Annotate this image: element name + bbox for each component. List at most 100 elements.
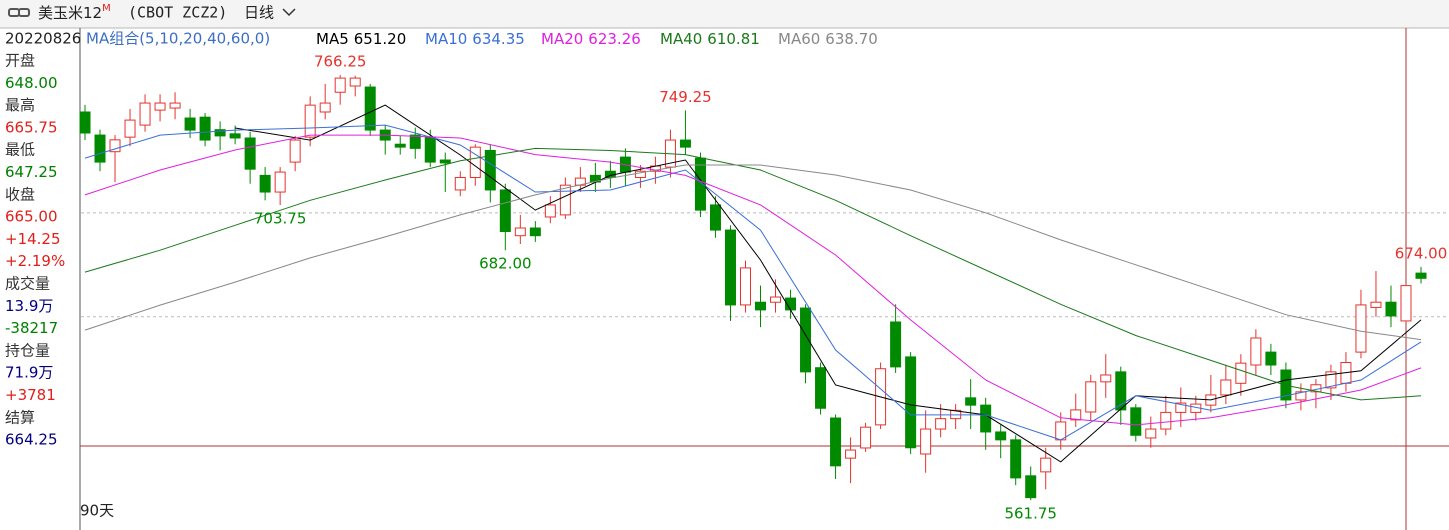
ma-line (84, 134, 1422, 426)
ma-legend-item: MA40 610.81 (660, 30, 760, 48)
price-annotation: 766.25 (314, 53, 367, 71)
candle-body (815, 367, 827, 409)
candle-body (544, 204, 556, 218)
candle-body (214, 129, 226, 137)
candle-body (965, 397, 977, 406)
info-item: +14.25 (5, 230, 61, 248)
candle-body (1055, 421, 1067, 441)
candle-body (800, 307, 812, 373)
candle-body (980, 404, 992, 433)
candle-body (1160, 411, 1172, 430)
info-item: 收盘 (5, 185, 35, 203)
info-item: 665.75 (5, 118, 58, 136)
candle-body (1085, 381, 1097, 413)
info-date: 20220826 (5, 30, 81, 48)
info-item: 成交量 (5, 275, 50, 293)
candle-body (274, 171, 286, 193)
candle-body (1130, 407, 1142, 436)
info-item: -38217 (5, 319, 58, 337)
candle-body (1070, 409, 1082, 421)
ma-legend-item: MA60 638.70 (778, 30, 878, 48)
candle-body (935, 418, 947, 430)
candle-body (1100, 374, 1112, 383)
header-bar (0, 0, 1449, 28)
candle-body (514, 227, 526, 237)
candle-body (724, 229, 736, 306)
candle-body (289, 139, 301, 163)
period-select[interactable]: 日线 (244, 4, 274, 22)
price-annotation: 682.00 (479, 255, 532, 273)
candle-body (154, 102, 166, 111)
span-label: 90天 (80, 502, 114, 520)
candle-body (1385, 301, 1397, 317)
candle-body (439, 159, 451, 164)
candle-body (1220, 379, 1232, 396)
ma-legend-title[interactable]: MA组合(5,10,20,40,60,0) (86, 30, 270, 48)
price-annotation: 703.75 (254, 210, 307, 228)
candle-body (94, 134, 106, 163)
ma-name: MA40 (660, 30, 702, 48)
candle-body (1265, 351, 1277, 366)
candle-body (199, 116, 211, 141)
ma-line (235, 104, 1422, 463)
info-item: 648.00 (5, 74, 58, 92)
symbol-code: (CBOT ZCZ2) (128, 4, 227, 22)
candle-body (409, 134, 421, 149)
candle-body (755, 301, 767, 311)
candle-body (499, 189, 511, 233)
ma-value: 634.35 (472, 30, 525, 48)
candle-body (424, 136, 436, 163)
link-icon[interactable] (8, 8, 30, 17)
candle-body (364, 86, 376, 131)
price-annotation: 749.25 (659, 88, 712, 106)
candle-body (184, 117, 196, 131)
ma-line (84, 164, 1422, 341)
candle-body (229, 133, 241, 139)
candle-body (334, 77, 346, 93)
candle-body (454, 176, 466, 191)
candle-body (1355, 304, 1367, 353)
ma-line (84, 147, 1422, 401)
candle-body (259, 174, 271, 193)
candle-body (1040, 457, 1052, 473)
symbol: 美玉米12M (38, 3, 111, 22)
candle-body (709, 204, 721, 231)
candle-body (845, 449, 857, 459)
candle-body (1325, 371, 1337, 389)
candle-body (139, 102, 151, 126)
candle-body (739, 267, 751, 306)
candle-body (1415, 272, 1427, 279)
candle-body (1295, 391, 1307, 401)
candle-body (394, 143, 406, 148)
ma-legend-item: MA20 623.26 (541, 30, 641, 48)
candle-body (349, 77, 361, 87)
candle-body (1115, 371, 1127, 411)
ma-value: 623.26 (588, 30, 641, 48)
candle-body (1025, 475, 1037, 499)
candle-body (1145, 428, 1157, 439)
candle-body (109, 139, 121, 153)
period-caret[interactable] (282, 8, 296, 17)
candle-body (1400, 285, 1412, 322)
candle-body (169, 102, 181, 109)
candle-body (1250, 337, 1262, 366)
candle-body (890, 321, 902, 368)
candle-body (304, 104, 316, 138)
ma-value: 638.70 (825, 30, 878, 48)
info-item: 结算 (5, 408, 35, 426)
ma-name: MA20 (541, 30, 583, 48)
candle-body (124, 119, 136, 138)
candle-body (1010, 439, 1022, 479)
info-item: 开盘 (5, 52, 35, 70)
candle-body (1175, 402, 1187, 413)
candle-body (79, 111, 91, 134)
candle-body (319, 102, 331, 113)
ma-name: MA10 (425, 30, 467, 48)
candle-body (559, 184, 571, 216)
info-item: +3781 (5, 386, 56, 404)
ma-legend-item: MA5 651.20 (316, 30, 406, 48)
candle-body (634, 170, 646, 178)
info-item: 持仓量 (5, 341, 50, 359)
